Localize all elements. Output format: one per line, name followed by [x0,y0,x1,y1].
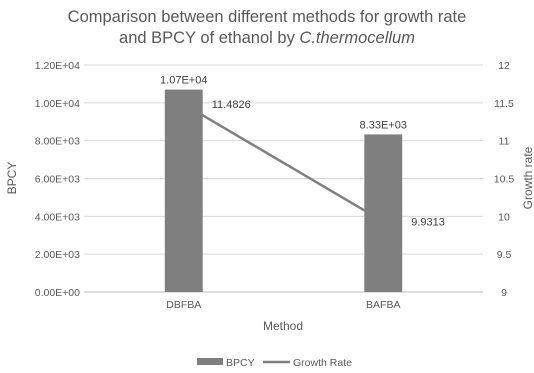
bar-data-label: 8.33E+03 [360,119,407,131]
right-tick-label: 10 [498,211,510,223]
growth-rate-line [183,103,384,223]
bar-series [164,89,403,292]
legend-swatch-bpcy [197,358,223,365]
left-tick-label: 1.20E+04 [35,60,80,72]
left-axis-ticks: 0.00E+00 2.00E+03 4.00E+03 6.00E+03 8.00E+03… [35,60,80,299]
legend: BPCY Growth Rate [197,357,352,369]
chart-title-organism: C.thermocellum [299,29,415,47]
x-axis-title: Method [263,319,303,333]
chart-title-line1: Comparison between different methods for… [68,8,467,26]
data-labels: 1.07E+04 8.33E+03 11.4826 9.9313 [160,75,445,229]
growth-rate-point [182,102,186,106]
line-data-label: 11.4826 [212,99,251,111]
right-tick-label: 11 [499,136,510,148]
bar-data-label: 1.07E+04 [160,75,207,87]
left-tick-label: 6.00E+03 [35,174,80,186]
right-tick-label: 11.5 [494,98,514,110]
y-axis-right-title: Growth rate [521,146,534,209]
left-tick-label: 2.00E+03 [35,249,80,261]
x-axis-ticks: DBFBA BAFBA [166,299,400,311]
chart-title-prefix: and BPCY of ethanol by [119,29,299,47]
right-axis-ticks: 9 9.5 10 10.5 11 11.5 12 [494,60,515,299]
y-axis-left-title: BPCY [5,162,19,195]
line-series [182,102,385,224]
right-tick-label: 12 [498,60,510,72]
left-tick-label: 1.00E+04 [35,98,80,110]
legend-label-bpcy: BPCY [226,357,255,369]
left-tick-label: 0.00E+00 [35,287,80,299]
x-tick-label: DBFBA [166,299,201,311]
right-tick-label: 10.5 [494,174,515,186]
left-tick-label: 8.00E+03 [35,136,80,148]
x-tick-label: BAFBA [366,299,400,311]
right-tick-label: 9 [501,287,507,299]
left-tick-label: 4.00E+03 [35,211,80,223]
bar-dbfba [164,89,203,292]
growth-rate-point [381,220,385,224]
right-tick-label: 9.5 [497,249,512,261]
line-data-label: 9.9313 [411,217,445,229]
gridlines [84,64,483,293]
chart-title-line2: and BPCY of ethanol by C.thermocellum [119,29,415,47]
legend-label-growth-rate: Growth Rate [293,357,352,369]
